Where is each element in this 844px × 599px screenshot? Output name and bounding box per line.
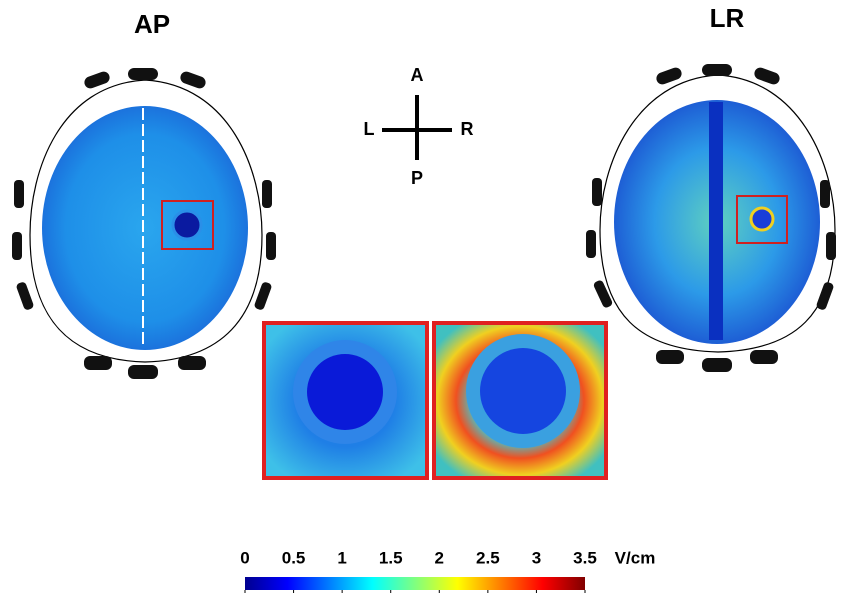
brain-ap — [12, 68, 276, 379]
colorbar-tick-label: 3 — [532, 548, 541, 567]
colorbar-unit: V/cm — [615, 548, 656, 567]
compass-label: A — [411, 65, 424, 85]
colorbar-tick-label: 1.5 — [379, 548, 403, 567]
brain-lr — [586, 64, 836, 372]
colorbar: V/cm 0 0.5 1 1.5 2 2.5 3 3.5 — [240, 548, 655, 593]
inset-lr — [434, 323, 606, 478]
panel-title: AP — [134, 9, 170, 39]
panel-title: LR — [710, 3, 745, 33]
inset-ap — [264, 323, 427, 478]
colorbar-tick-label: 2.5 — [476, 548, 500, 567]
compass-label: R — [461, 119, 474, 139]
compass: A P L R — [364, 65, 474, 188]
colorbar-tick-label: 0 — [240, 548, 249, 567]
colorbar-tick-label: 1 — [337, 548, 346, 567]
compass-label: P — [411, 168, 423, 188]
colorbar-tick-label: 0.5 — [282, 548, 306, 567]
page: {"panels": {"left_title": "AP", "right_t… — [0, 0, 844, 594]
compass-label: L — [364, 119, 375, 139]
colorbar-gradient — [245, 577, 585, 590]
colorbar-tick-label: 3.5 — [573, 548, 597, 567]
colorbar-tick-label: 2 — [435, 548, 444, 567]
figure: AP LR A P L R — [0, 0, 844, 594]
